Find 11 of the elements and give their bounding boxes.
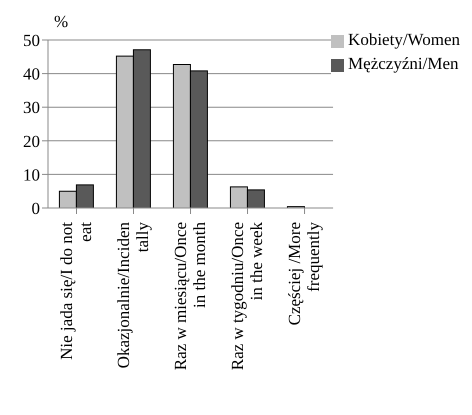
y-axis-title: % [54,12,68,32]
legend-label: Mężczyźni/Men [348,54,458,73]
y-tick-label: 20 [23,132,40,151]
y-tick-label: 10 [23,165,40,184]
y-tick-label: 50 [23,31,40,50]
x-tick-label: Nie jada się/I do not eat [57,222,96,360]
legend-label: Kobiety/Women [348,30,460,49]
y-tick-label: 40 [23,64,40,84]
y-tick-label: 0 [32,199,40,218]
y-tick-label: 30 [23,98,40,118]
x-tick-label: Okazjonalnie/Inciden tally [114,222,152,368]
